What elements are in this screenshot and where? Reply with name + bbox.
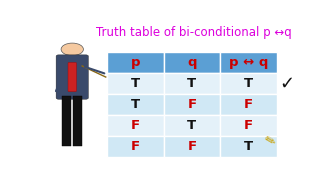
Bar [107, 136, 164, 158]
Text: q: q [187, 56, 197, 69]
Text: F: F [187, 140, 196, 153]
Circle shape [61, 43, 84, 56]
Text: p: p [131, 56, 140, 69]
Text: p ↔ q: p ↔ q [229, 56, 268, 69]
Bar [164, 52, 220, 73]
Text: T: T [244, 140, 253, 153]
Bar [107, 52, 164, 73]
Bar [74, 96, 82, 146]
Text: F: F [187, 98, 196, 111]
Bar [220, 136, 277, 158]
Text: F: F [244, 119, 253, 132]
Text: F: F [131, 140, 140, 153]
Bar [164, 94, 220, 115]
Bar [220, 94, 277, 115]
Text: T: T [131, 98, 140, 111]
Bar [220, 73, 277, 94]
Bar [107, 94, 164, 115]
Bar [107, 73, 164, 94]
Text: T: T [131, 77, 140, 90]
Bar [164, 136, 220, 158]
Text: F: F [244, 98, 253, 111]
Bar [220, 52, 277, 73]
Text: T: T [187, 119, 196, 132]
Bar [164, 73, 220, 94]
Bar [107, 115, 164, 136]
Bar [164, 115, 220, 136]
Text: T: T [244, 77, 253, 90]
FancyBboxPatch shape [56, 55, 88, 99]
Text: Truth table of bi-conditional p ↔q: Truth table of bi-conditional p ↔q [96, 26, 292, 39]
Text: F: F [131, 119, 140, 132]
Text: ✓: ✓ [279, 75, 294, 93]
Text: ✏: ✏ [261, 132, 278, 150]
Bar [62, 96, 71, 146]
Bar [220, 115, 277, 136]
Text: T: T [187, 77, 196, 90]
FancyBboxPatch shape [68, 62, 76, 92]
